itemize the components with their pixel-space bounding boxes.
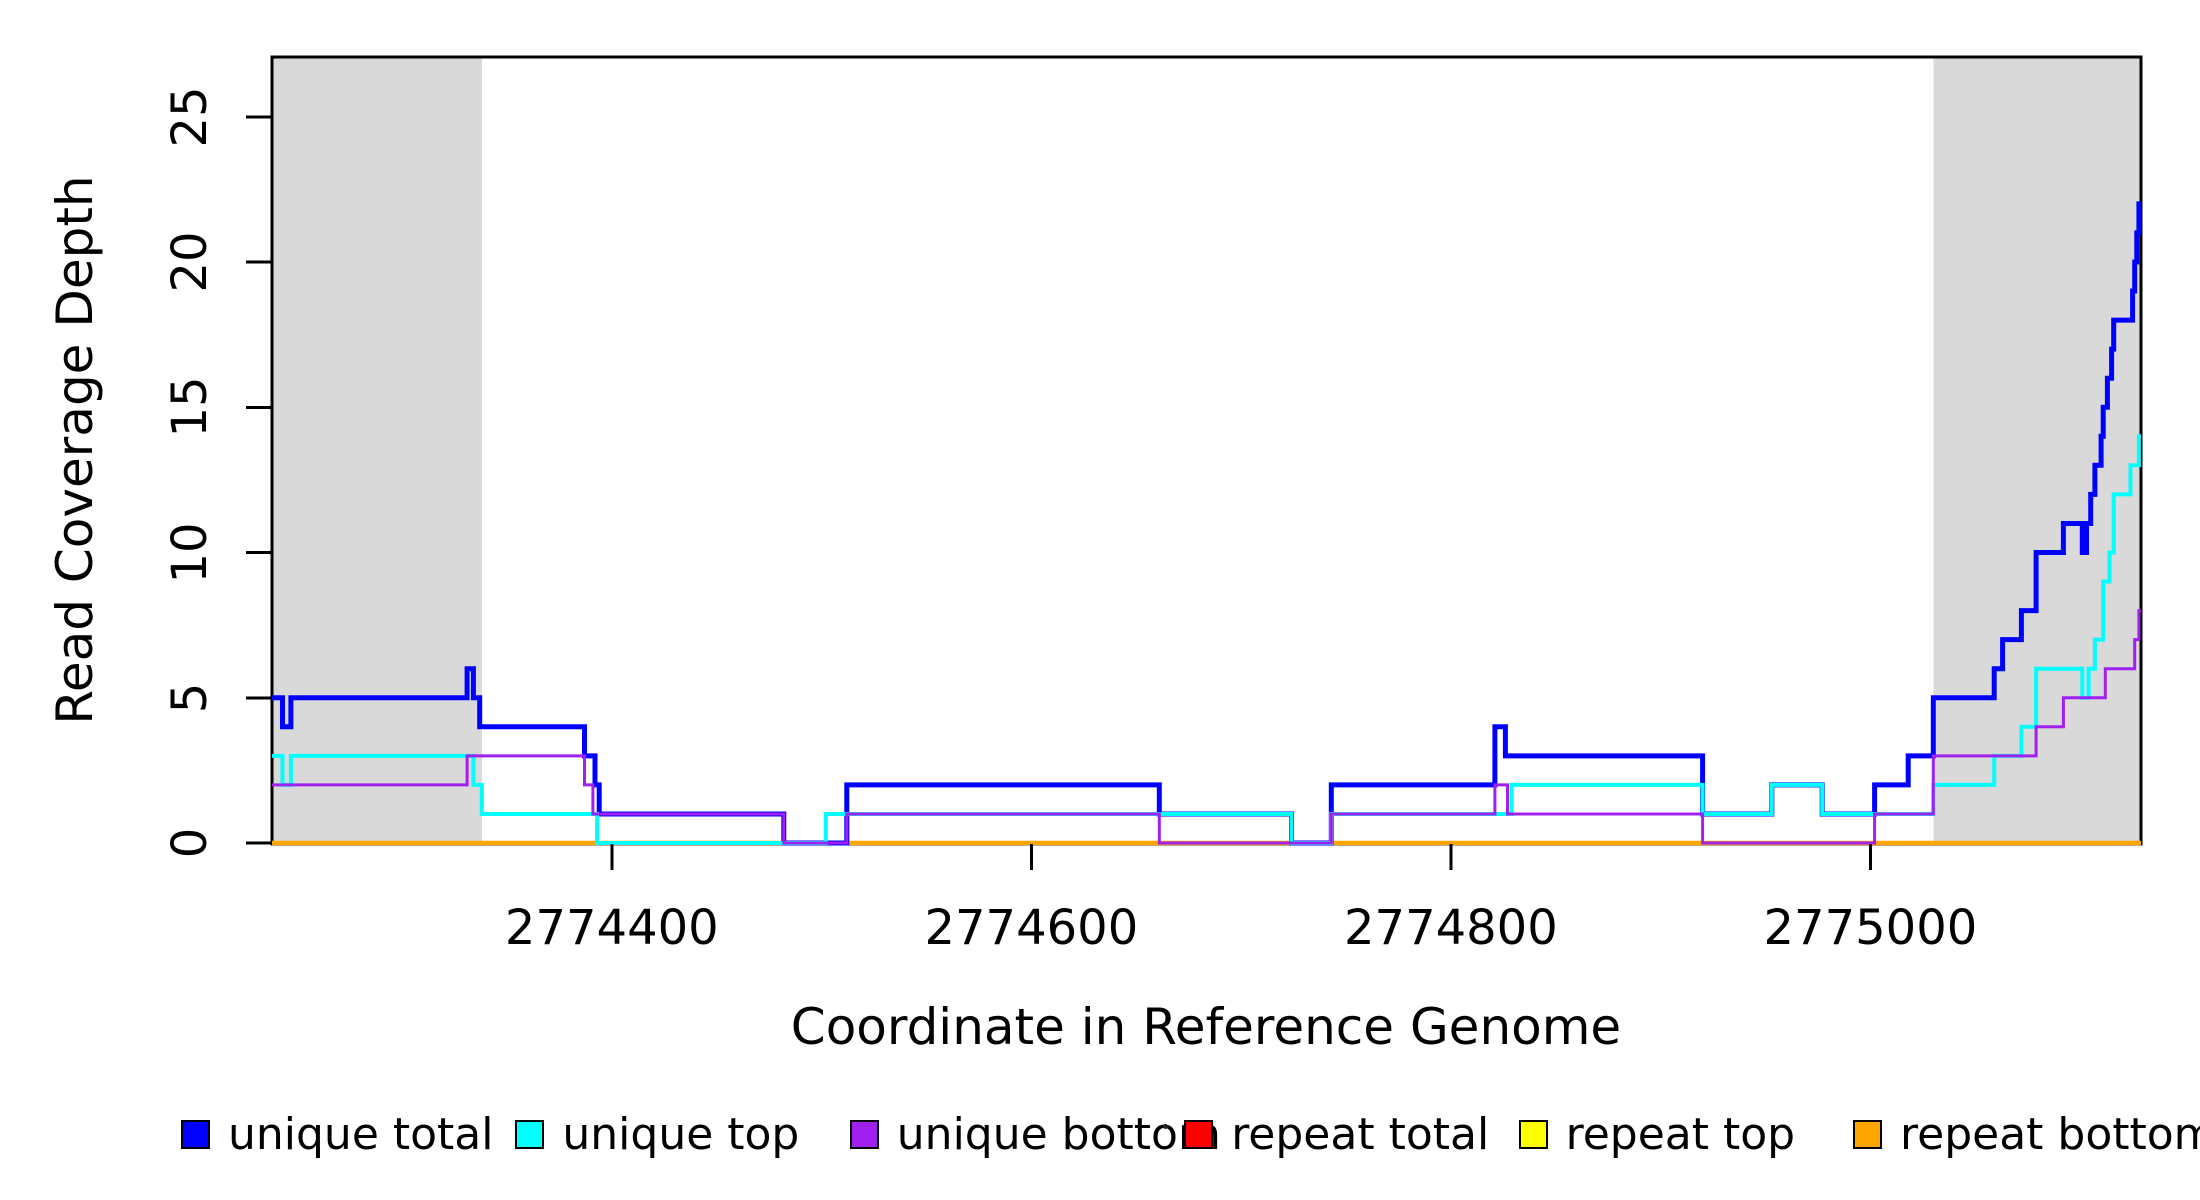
repeat-total-swatch-icon xyxy=(1184,1119,1214,1149)
unique-bottom-swatch-icon xyxy=(849,1119,879,1149)
y-tick-label: 5 xyxy=(162,682,218,714)
legend-label: repeat total xyxy=(1231,1108,1490,1160)
series-line-unique-top xyxy=(272,434,2141,845)
legend-item-repeat-bottom: repeat bottom xyxy=(1853,1109,2200,1160)
legend-item-unique-bottom: unique bottom xyxy=(849,1109,1221,1160)
repeat-bottom-swatch-icon xyxy=(1853,1119,1882,1149)
y-tick-label: 10 xyxy=(162,521,218,584)
shaded-region-1 xyxy=(272,57,482,844)
x-axis-title: Coordinate in Reference Genome xyxy=(790,998,1622,1056)
y-tick-label: 20 xyxy=(162,231,218,293)
x-tick-label: 2774400 xyxy=(504,900,719,956)
legend-item-unique-top: unique top xyxy=(515,1109,799,1160)
stray-dot xyxy=(1163,1124,1168,1129)
legend-item-repeat-total: repeat total xyxy=(1184,1109,1489,1160)
x-tick-label: 2774600 xyxy=(924,900,1139,956)
legend-label: unique top xyxy=(562,1108,800,1160)
legend-item-repeat-top: repeat top xyxy=(1518,1109,1795,1160)
legend-label: repeat top xyxy=(1565,1108,1796,1160)
legend-label: repeat bottom xyxy=(1900,1108,2200,1160)
repeat-top-swatch-icon xyxy=(1518,1119,1548,1149)
unique-top-swatch-icon xyxy=(515,1119,545,1149)
series-line-unique-total xyxy=(272,201,2142,846)
series-line-unique-bottom xyxy=(272,609,2141,845)
y-tick-label: 25 xyxy=(162,86,218,148)
y-axis-title: Read Coverage Depth xyxy=(46,175,104,725)
legend-label: unique total xyxy=(228,1108,494,1160)
x-tick-label: 2774800 xyxy=(1343,900,1558,956)
legend-label: unique bottom xyxy=(896,1108,1221,1160)
y-tick-label: 15 xyxy=(162,376,218,438)
unique-total-swatch-icon xyxy=(181,1119,210,1149)
y-tick-label: 0 xyxy=(162,827,218,859)
x-tick-label: 2775000 xyxy=(1763,900,1978,956)
legend-item-unique-total: unique total xyxy=(181,1109,493,1160)
